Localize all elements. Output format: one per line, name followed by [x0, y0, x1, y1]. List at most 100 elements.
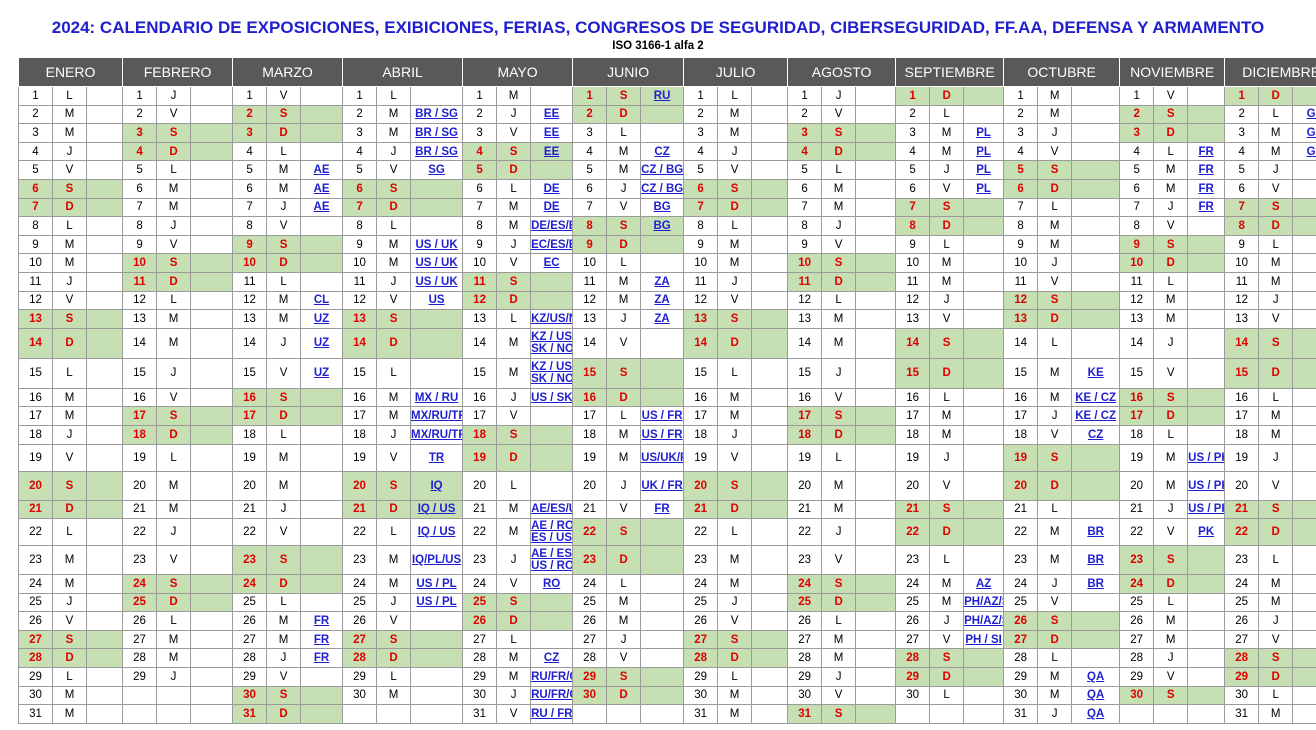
event-codes[interactable]: EE — [530, 104, 574, 125]
event-codes[interactable]: BR / SG — [410, 104, 464, 125]
event-codes[interactable]: US / PK — [1187, 443, 1226, 472]
event-codes[interactable]: FR — [1187, 178, 1226, 199]
event-codes[interactable]: ZA — [640, 271, 685, 292]
event-codes[interactable]: GB — [1292, 141, 1316, 162]
event-codes[interactable]: US / FR — [640, 424, 685, 445]
event-codes[interactable]: RU / FR — [530, 704, 574, 724]
event-codes[interactable]: RU/FR/CZ — [530, 685, 574, 706]
day-number: 11 — [18, 271, 53, 292]
event-codes[interactable]: QA — [1071, 685, 1121, 706]
event-codes[interactable]: MX/RU/TR — [410, 424, 464, 445]
event-codes[interactable]: FR — [300, 611, 344, 631]
event-codes[interactable]: KZ / US SK / NO — [530, 357, 574, 389]
event-codes[interactable]: US / UK — [410, 253, 464, 273]
event-codes[interactable]: SG — [410, 160, 464, 180]
event-codes[interactable]: IQ — [410, 470, 464, 501]
event-codes[interactable]: US — [410, 290, 464, 311]
event-codes[interactable]: AE — [300, 197, 344, 218]
event-codes[interactable]: US / PL — [410, 592, 464, 613]
event-codes[interactable]: RO — [530, 574, 574, 594]
event-codes[interactable]: DE/ES/ES — [530, 216, 574, 236]
event-codes[interactable]: UK / FR — [640, 470, 685, 501]
event-codes[interactable]: FR — [300, 648, 344, 669]
event-codes[interactable]: RU/FR/CZ — [530, 667, 574, 687]
event-codes[interactable]: BG — [640, 197, 685, 218]
event-codes[interactable]: DE — [530, 197, 574, 218]
event-codes[interactable]: IQ / US — [410, 499, 464, 520]
event-codes[interactable]: IQ / US — [410, 518, 464, 547]
event-codes[interactable]: CZ — [530, 648, 574, 669]
month-header-mayo: MAYO — [462, 57, 574, 87]
event-codes[interactable]: PK — [1187, 518, 1226, 547]
event-codes[interactable]: UZ — [300, 327, 344, 359]
event-codes[interactable]: ZA — [640, 290, 685, 311]
day-number: 14 — [122, 327, 158, 359]
event-codes[interactable]: GB — [1292, 104, 1316, 125]
event-codes[interactable]: AE — [300, 178, 344, 199]
event-codes[interactable]: IQ/PL/US — [410, 545, 464, 576]
event-codes[interactable]: CZ / BG — [640, 160, 685, 180]
event-codes[interactable]: ZA — [640, 309, 685, 329]
event-codes[interactable]: CZ / BG — [640, 178, 685, 199]
event-codes[interactable]: EC/ES/ES — [530, 234, 574, 255]
event-codes[interactable]: US / FR — [640, 406, 685, 426]
day-number: 6 — [232, 178, 268, 199]
event-codes[interactable]: DE — [530, 178, 574, 199]
event-codes[interactable]: US/UK/FR — [640, 443, 685, 472]
event-codes[interactable]: KZ / US SK / NO — [530, 327, 574, 359]
event-codes[interactable]: PL — [963, 141, 1005, 162]
event-codes[interactable]: PH / SI — [963, 629, 1005, 650]
event-codes[interactable]: BR — [1071, 545, 1121, 576]
event-codes[interactable]: GB — [1292, 123, 1316, 143]
day-number: 21 — [787, 499, 823, 520]
event-codes[interactable]: AE / ES US / RO — [530, 545, 574, 576]
event-codes[interactable]: US / SK — [530, 387, 574, 408]
event-codes[interactable]: FR — [300, 629, 344, 650]
event-codes[interactable]: PL — [963, 178, 1005, 199]
event-codes[interactable]: RU — [640, 86, 685, 106]
event-codes[interactable]: FR — [1187, 197, 1226, 218]
weekday-letter: L — [496, 178, 532, 199]
event-codes[interactable]: BR / SG — [410, 123, 464, 143]
event-codes[interactable]: PH/AZ/SI — [963, 592, 1005, 613]
event-codes[interactable]: FR — [1187, 141, 1226, 162]
event-codes[interactable]: QA — [1071, 704, 1121, 724]
event-codes[interactable]: US / PK — [1187, 470, 1226, 501]
event-codes[interactable]: FR — [1187, 160, 1226, 180]
event-codes — [190, 271, 234, 292]
event-codes[interactable]: KZ/US/NO — [530, 309, 574, 329]
event-codes[interactable]: CZ — [1071, 424, 1121, 445]
event-codes[interactable]: BR / SG — [410, 141, 464, 162]
event-codes[interactable]: UZ — [300, 309, 344, 329]
event-codes[interactable]: BR — [1071, 574, 1121, 594]
event-codes[interactable]: AE / RO ES / US — [530, 518, 574, 547]
event-codes[interactable]: US / UK — [410, 271, 464, 292]
event-codes[interactable]: PH/AZ/SI — [963, 611, 1005, 631]
event-codes[interactable]: BG — [640, 216, 685, 236]
event-codes[interactable]: BR — [1071, 518, 1121, 547]
event-codes[interactable]: QA — [1071, 667, 1121, 687]
event-codes[interactable]: US / PK — [1187, 499, 1226, 520]
event-codes[interactable]: US / UK — [410, 234, 464, 255]
event-codes[interactable]: FR — [640, 499, 685, 520]
event-codes[interactable]: AE/ES/US — [530, 499, 574, 520]
event-codes[interactable]: KE / CZ — [1071, 406, 1121, 426]
event-codes[interactable]: EE — [530, 141, 574, 162]
event-codes[interactable]: TR — [410, 443, 464, 472]
event-codes[interactable]: KE / CZ — [1071, 387, 1121, 408]
event-codes[interactable]: EC — [530, 253, 574, 273]
event-codes[interactable]: MX/RU/TR — [410, 406, 464, 426]
event-codes[interactable]: EE — [530, 123, 574, 143]
event-codes[interactable]: UZ — [300, 357, 344, 389]
weekday-letter: V — [606, 648, 642, 669]
event-codes[interactable]: AE — [300, 160, 344, 180]
event-codes[interactable]: PL — [963, 123, 1005, 143]
event-codes[interactable]: AZ — [963, 574, 1005, 594]
event-codes[interactable]: CL — [300, 290, 344, 311]
event-codes[interactable]: MX / RU — [410, 387, 464, 408]
event-codes[interactable]: CZ — [640, 141, 685, 162]
event-codes[interactable]: KE — [1071, 357, 1121, 389]
event-codes[interactable]: US / PL — [410, 574, 464, 594]
event-codes[interactable]: PL — [963, 160, 1005, 180]
weekday-letter: S — [156, 574, 192, 594]
